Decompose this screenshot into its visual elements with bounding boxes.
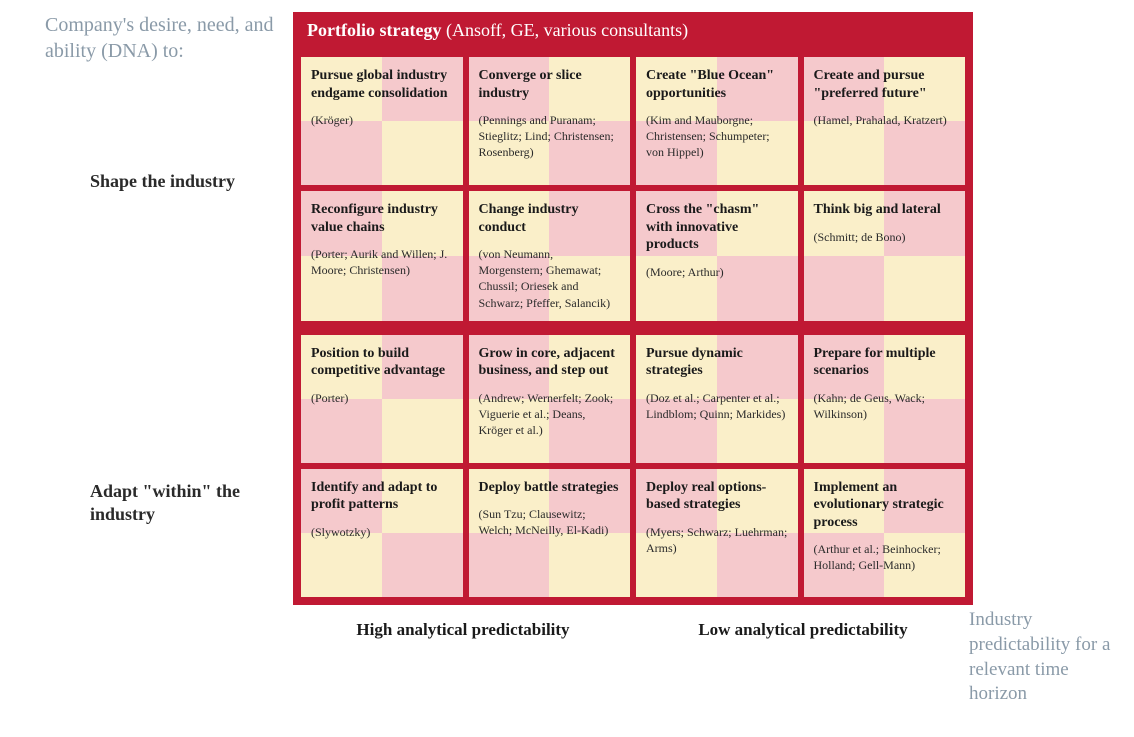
- matrix-cell: Create and pursue "preferred future" (Ham…: [804, 57, 966, 185]
- matrix-cell: Pursue global industry endgame consolida…: [301, 57, 463, 185]
- cell-content: Deploy real options-based strategies (Mye…: [646, 479, 788, 556]
- col-label-low: Low analytical predictability: [633, 619, 973, 640]
- cell-title: Change industry conduct: [479, 201, 621, 236]
- cell-title: Deploy real options-based strategies: [646, 479, 788, 514]
- cell-title: Think big and lateral: [814, 201, 956, 219]
- cell-refs: (Sun Tzu; Clausewitz; Welch; McNeilly, E…: [479, 506, 621, 538]
- cell-content: Position to build competitive advantage (…: [311, 345, 453, 406]
- axis-label-top-left: Company's desire, need, and ability (DNA…: [45, 12, 275, 64]
- column-labels: High analytical predictability Low analy…: [293, 619, 973, 640]
- cell-refs: (Kahn; de Geus, Wack; Wilkinson): [814, 390, 956, 422]
- cell-content: Prepare for multiple scenarios (Kahn; de …: [814, 345, 956, 422]
- cell-title: Identify and adapt to profit patterns: [311, 479, 453, 514]
- matrix-body: Pursue global industry endgame consolida…: [293, 51, 973, 605]
- cell-title: Converge or slice industry: [479, 67, 621, 102]
- matrix-cell: Deploy battle strategies (Sun Tzu; Clause…: [469, 469, 631, 597]
- cell-title: Pursue dynamic strategies: [646, 345, 788, 380]
- cell-title: Create "Blue Ocean" opportunities: [646, 67, 788, 102]
- matrix-row: Pursue global industry endgame consolida…: [301, 51, 965, 185]
- cell-content: Pursue global industry endgame consolida…: [311, 67, 453, 128]
- cell-title: Grow in core, adjacent business, and ste…: [479, 345, 621, 380]
- matrix-cell: Prepare for multiple scenarios (Kahn; de …: [804, 335, 966, 463]
- matrix-cell: Change industry conduct (von Neumann, Mor…: [469, 191, 631, 321]
- matrix-cell: Cross the "chasm" with innovative produc…: [636, 191, 798, 321]
- cell-title: Position to build competitive advantage: [311, 345, 453, 380]
- cell-refs: (Porter): [311, 390, 453, 406]
- matrix-cell: Think big and lateral (Schmitt; de Bono): [804, 191, 966, 321]
- cell-content: Create "Blue Ocean" opportunities (Kim an…: [646, 67, 788, 161]
- matrix-cell: Identify and adapt to profit patterns (Sl…: [301, 469, 463, 597]
- cell-refs: (Doz et al.; Carpenter et al.; Lindblom;…: [646, 390, 788, 422]
- cell-refs: (Kröger): [311, 112, 453, 128]
- matrix-cell: Deploy real options-based strategies (Mye…: [636, 469, 798, 597]
- col-label-high: High analytical predictability: [293, 619, 633, 640]
- cell-refs: (Porter; Aurik and Willen; J. Moore; Chr…: [311, 246, 453, 278]
- cell-title: Pursue global industry endgame consolida…: [311, 67, 453, 102]
- strategy-matrix: Portfolio strategy (Ansoff, GE, various …: [293, 12, 973, 640]
- cell-refs: (Andrew; Wernerfelt; Zook; Viguerie et a…: [479, 390, 621, 439]
- cell-refs: (Slywotzky): [311, 524, 453, 540]
- cell-content: Think big and lateral (Schmitt; de Bono): [814, 201, 956, 245]
- cell-title: Cross the "chasm" with innovative produc…: [646, 201, 788, 254]
- cell-content: Deploy battle strategies (Sun Tzu; Clause…: [479, 479, 621, 539]
- cell-refs: (Moore; Arthur): [646, 264, 788, 280]
- cell-content: Implement an evolutionary strategic proc…: [814, 479, 956, 574]
- matrix-cell: Position to build competitive advantage (…: [301, 335, 463, 463]
- cell-title: Implement an evolutionary strategic proc…: [814, 479, 956, 532]
- cell-content: Cross the "chasm" with innovative produc…: [646, 201, 788, 280]
- cell-content: Change industry conduct (von Neumann, Mor…: [479, 201, 621, 311]
- cell-title: Reconfigure industry value chains: [311, 201, 453, 236]
- matrix-row: Reconfigure industry value chains (Porter…: [301, 185, 965, 321]
- matrix-cell: Reconfigure industry value chains (Porter…: [301, 191, 463, 321]
- cell-content: Grow in core, adjacent business, and ste…: [479, 345, 621, 439]
- cell-refs: (Hamel, Prahalad, Kratzert): [814, 112, 956, 128]
- cell-refs: (Schmitt; de Bono): [814, 229, 956, 245]
- cell-content: Pursue dynamic strategies (Doz et al.; Ca…: [646, 345, 788, 422]
- cell-content: Converge or slice industry (Pennings and …: [479, 67, 621, 161]
- cell-title: Create and pursue "preferred future": [814, 67, 956, 102]
- cell-refs: (Arthur et al.; Beinhocker; Holland; Gel…: [814, 541, 956, 573]
- cell-refs: (Myers; Schwarz; Luehrman; Arms): [646, 524, 788, 556]
- matrix-cell: Grow in core, adjacent business, and ste…: [469, 335, 631, 463]
- cell-content: Reconfigure industry value chains (Porter…: [311, 201, 453, 278]
- matrix-cell: Create "Blue Ocean" opportunities (Kim an…: [636, 57, 798, 185]
- row-label-adapt: Adapt "within" the industry: [90, 480, 280, 525]
- matrix-cell: Pursue dynamic strategies (Doz et al.; Ca…: [636, 335, 798, 463]
- cell-refs: (von Neumann, Morgenstern; Ghemawat; Chu…: [479, 246, 621, 311]
- header-light: (Ansoff, GE, various consultants): [441, 20, 688, 40]
- cell-refs: (Pennings and Puranam; Stieglitz; Lind; …: [479, 112, 621, 161]
- header-bold: Portfolio strategy: [307, 20, 441, 40]
- cell-refs: (Kim and Mauborgne; Christensen; Schumpe…: [646, 112, 788, 161]
- matrix-cell: Converge or slice industry (Pennings and …: [469, 57, 631, 185]
- cell-title: Deploy battle strategies: [479, 479, 621, 497]
- matrix-row: Identify and adapt to profit patterns (Sl…: [301, 463, 965, 597]
- cell-content: Create and pursue "preferred future" (Ham…: [814, 67, 956, 128]
- axis-label-bottom-right: Industry predictability for a relevant t…: [969, 608, 1114, 707]
- cell-title: Prepare for multiple scenarios: [814, 345, 956, 380]
- matrix-cell: Implement an evolutionary strategic proc…: [804, 469, 966, 597]
- cell-content: Identify and adapt to profit patterns (Sl…: [311, 479, 453, 540]
- matrix-header: Portfolio strategy (Ansoff, GE, various …: [293, 12, 973, 51]
- row-label-shape: Shape the industry: [90, 170, 280, 193]
- matrix-row: Position to build competitive advantage (…: [301, 321, 965, 463]
